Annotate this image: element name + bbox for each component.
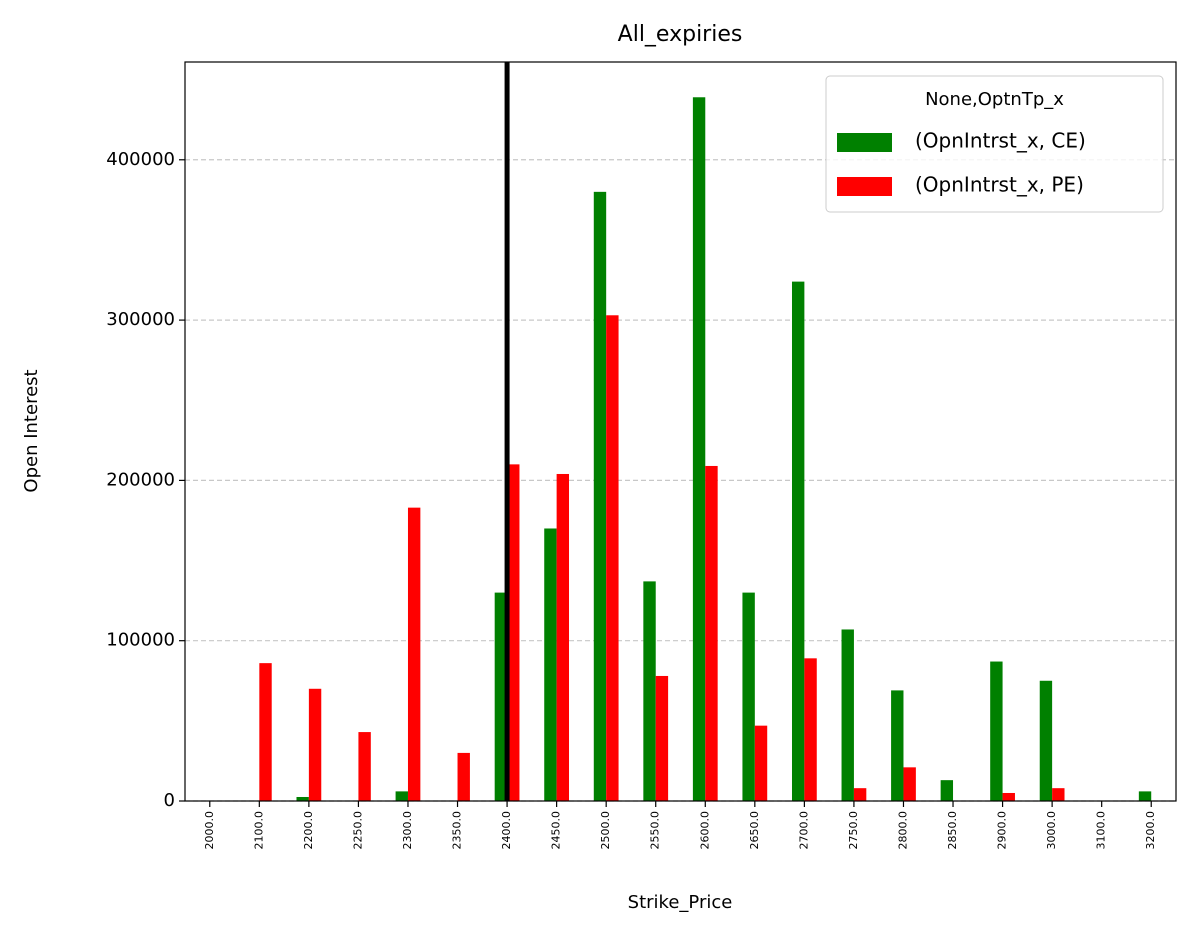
bar [791,281,805,801]
x-tick-label: 2250.0 [351,811,364,850]
x-axis-label: Strike_Price [628,892,733,913]
x-tick-label: 2100.0 [252,811,265,850]
x-tick-label: 2450.0 [550,811,563,850]
x-tick-label: 2750.0 [847,811,860,850]
y-tick-label: 300000 [106,309,175,330]
x-tick-label: 2500.0 [599,811,612,850]
y-tick-label: 100000 [106,630,175,651]
bar [308,688,322,801]
bar [742,592,755,801]
legend-swatch [837,177,892,196]
bar [259,663,272,801]
plot-frame [184,61,1177,802]
x-tick-label: 2400.0 [500,811,513,850]
bar [903,767,916,801]
bar [1039,680,1053,801]
bar [841,629,854,801]
bar [754,725,768,801]
bar [407,507,421,801]
x-tick-label: 2800.0 [896,811,909,850]
x-tick-label: 2850.0 [946,811,959,850]
bar [606,315,619,801]
y-axis-label: Open Interest [21,369,42,492]
bar [655,675,669,801]
x-tick-label: 2350.0 [451,811,464,850]
bar [1052,788,1065,801]
x-tick-label: 3100.0 [1095,811,1108,850]
bar [507,464,520,801]
bar [494,592,508,801]
bar [692,97,706,802]
bar [358,732,371,801]
bar [804,658,817,801]
x-tick-label: 3200.0 [1144,811,1157,850]
bar [853,788,867,801]
x-tick-label: 2000.0 [203,811,216,850]
bar [891,690,904,801]
bar [1002,792,1015,801]
legend-label: (OpnIntrst_x, CE) [915,129,1086,153]
bar [1138,791,1152,801]
legend-label: (OpnIntrst_x, PE) [915,173,1084,197]
bar [990,661,1003,801]
x-tick-label: 2650.0 [748,811,761,850]
y-tick-label: 400000 [106,149,175,170]
bar [544,528,557,801]
y-tick-label: 200000 [106,469,175,490]
x-tick-label: 2600.0 [698,811,711,850]
bar [705,465,718,801]
x-tick-label: 2900.0 [996,811,1009,850]
legend-swatch [837,133,892,152]
bar [940,780,954,801]
bar [395,791,408,801]
bar [296,796,309,801]
legend-box [825,75,1164,213]
bar [556,473,570,801]
bar [643,581,656,801]
legend-title: None,OptnTp_x [925,89,1064,110]
x-tick-label: 3000.0 [1045,811,1058,850]
bar [593,191,607,801]
x-tick-label: 2300.0 [401,811,414,850]
x-tick-label: 2700.0 [797,811,810,850]
x-tick-label: 2550.0 [649,811,662,850]
bar [457,752,470,801]
x-tick-label: 2200.0 [302,811,315,850]
y-tick-label: 0 [164,790,175,811]
chart-title: All_expiries [618,22,743,47]
